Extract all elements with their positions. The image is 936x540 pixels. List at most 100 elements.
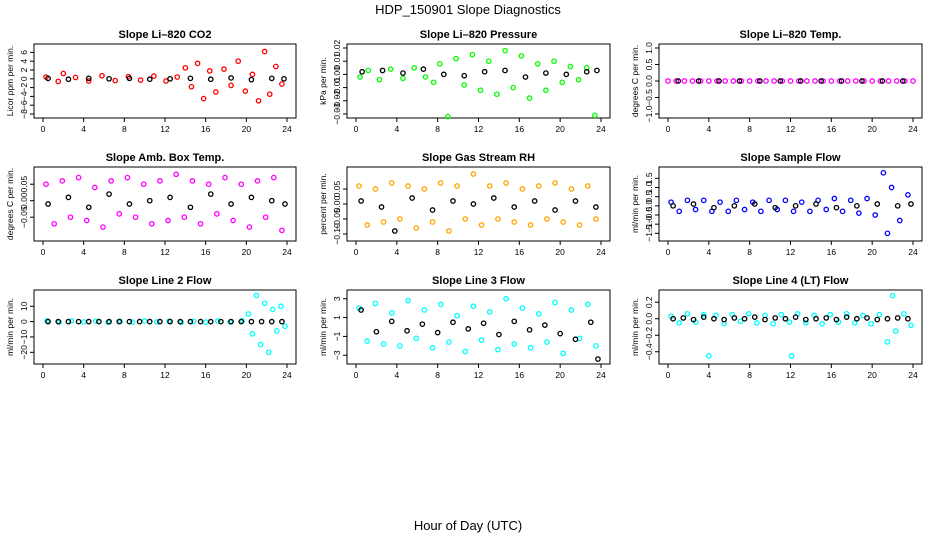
data-point-replicate	[478, 222, 485, 228]
x-tick-label: 4	[394, 124, 399, 134]
data-point-mean	[731, 202, 738, 209]
x-tick-label: 0	[666, 370, 671, 380]
data-point-replicate	[437, 180, 444, 186]
data-point-replicate	[503, 295, 509, 302]
data-point-replicate	[486, 183, 493, 189]
data-point-replicate	[746, 78, 753, 84]
data-point-replicate	[592, 112, 598, 119]
x-tick-label: 0	[354, 370, 359, 380]
data-point-mean	[434, 329, 441, 336]
data-point-replicate	[885, 78, 892, 84]
x-tick-label: 16	[201, 370, 211, 380]
data-point-replicate	[511, 341, 518, 347]
data-point-replicate	[278, 303, 284, 310]
x-tick-label: 20	[242, 370, 252, 380]
data-point-replicate	[843, 310, 850, 317]
x-tick-label: 20	[555, 247, 565, 257]
y-tick-label: 0.0	[644, 313, 654, 325]
data-point-replicate	[68, 318, 75, 324]
data-point-replicate	[165, 217, 171, 224]
y-tick-label: −4	[19, 91, 29, 101]
y-tick-label: 0.2	[644, 296, 654, 308]
data-point-mean	[378, 204, 385, 210]
x-tick-label: 16	[515, 124, 525, 134]
data-point-mean	[167, 75, 173, 82]
data-point-replicate	[568, 186, 575, 192]
data-point-mean	[894, 202, 901, 209]
x-tick-label: 0	[666, 247, 671, 257]
data-point-replicate	[552, 299, 558, 306]
data-point-replicate	[852, 78, 859, 84]
data-point-mean	[207, 191, 214, 197]
x-tick-label: 0	[41, 124, 46, 134]
data-point-mean	[838, 78, 845, 84]
data-point-replicate	[722, 78, 729, 84]
y-axis-label: ml/min per min.	[5, 298, 15, 356]
data-point-replicate	[400, 75, 406, 82]
x-tick-label: 4	[81, 370, 86, 380]
data-point-replicate	[725, 208, 732, 215]
data-point-mean	[695, 78, 702, 84]
data-point-replicate	[864, 195, 870, 202]
x-tick-label: 24	[908, 124, 918, 134]
x-tick-label: 12	[160, 247, 170, 257]
data-point-replicate	[181, 214, 188, 221]
data-point-mean	[167, 318, 173, 325]
data-point-mean	[248, 76, 255, 83]
panel-title: Slope Li–820 CO2	[119, 29, 212, 41]
data-point-replicate	[844, 78, 851, 84]
data-point-mean	[187, 204, 194, 211]
data-point-mean	[736, 78, 743, 84]
data-point-replicate	[511, 219, 518, 225]
data-point-mean	[772, 315, 779, 321]
data-point-replicate	[140, 181, 147, 188]
data-point-mean	[400, 70, 406, 76]
y-tick-label: −0.02	[332, 90, 342, 112]
data-point-mean	[440, 71, 447, 78]
data-point-replicate	[519, 186, 526, 192]
data-point-replicate	[429, 219, 436, 225]
data-point-mean	[358, 198, 364, 204]
x-tick-label: 12	[160, 124, 170, 134]
data-point-mean	[106, 75, 112, 82]
data-point-replicate	[157, 178, 163, 184]
data-point-replicate	[257, 341, 264, 348]
data-point-replicate	[255, 97, 262, 104]
data-point-mean	[711, 315, 717, 322]
data-point-replicate	[221, 66, 227, 72]
data-point-replicate	[222, 174, 228, 181]
data-point-mean	[177, 318, 184, 325]
data-point-mean	[818, 78, 824, 84]
data-point-replicate	[80, 319, 87, 325]
data-point-replicate	[376, 76, 383, 83]
data-point-replicate	[422, 74, 429, 80]
data-point-replicate	[802, 320, 809, 326]
x-tick-label: 24	[282, 247, 292, 257]
data-point-mean	[531, 198, 538, 204]
data-point-mean	[502, 67, 508, 74]
data-point-replicate	[527, 222, 534, 228]
data-point-replicate	[535, 310, 542, 317]
y-tick-label: 0.05	[19, 176, 29, 193]
data-point-replicate	[228, 82, 234, 89]
data-point-replicate	[584, 183, 591, 189]
data-point-mean	[751, 201, 758, 207]
data-point-mean	[670, 315, 676, 322]
data-point-mean	[751, 314, 758, 320]
y-tick-label: 10	[19, 301, 29, 311]
data-point-replicate	[230, 217, 236, 224]
data-point-replicate	[910, 78, 916, 84]
panel-title: Slope Line 3 Flow	[432, 275, 525, 287]
y-tick-label: −2	[19, 82, 29, 92]
data-point-replicate	[889, 292, 896, 299]
panel-title: Slope Line 2 Flow	[119, 275, 212, 287]
data-point-mean	[813, 315, 819, 322]
data-point-replicate	[535, 183, 542, 189]
data-point-replicate	[827, 311, 834, 318]
data-point-mean	[680, 315, 687, 321]
data-point-mean	[864, 315, 870, 321]
y-tick-label: −3	[332, 350, 342, 360]
data-point-replicate	[819, 320, 825, 327]
y-tick-label: 3	[332, 296, 342, 301]
